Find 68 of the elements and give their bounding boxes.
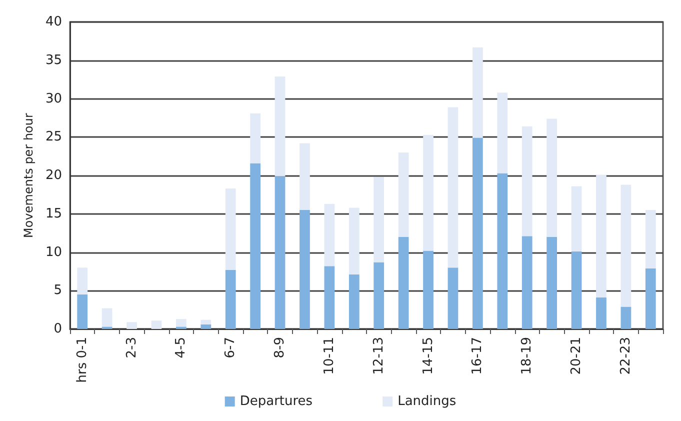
bar xyxy=(645,210,656,268)
bar xyxy=(200,320,212,324)
bar xyxy=(151,320,162,329)
bar xyxy=(620,184,632,307)
bar xyxy=(324,266,335,329)
x-tick-label: 10-11 xyxy=(322,337,337,375)
bar xyxy=(300,143,310,210)
bar xyxy=(522,126,532,236)
bar xyxy=(423,134,434,251)
bar xyxy=(398,152,409,237)
bar xyxy=(546,236,557,329)
bar xyxy=(596,298,606,329)
y-tick-label: 25 xyxy=(45,130,62,145)
y-tick-label: 15 xyxy=(45,206,62,222)
legend-label: Landings xyxy=(398,394,456,409)
bar xyxy=(423,250,434,329)
x-tick-label: 22-23 xyxy=(618,337,634,375)
x-tick-label: 2-3 xyxy=(124,337,140,358)
bar xyxy=(274,76,286,176)
x-tick-label: 20-21 xyxy=(569,337,584,375)
y-tick-label: 5 xyxy=(54,283,62,298)
bar xyxy=(374,177,384,262)
x-tick-label: 14-15 xyxy=(420,337,436,375)
bar xyxy=(250,113,260,164)
bar xyxy=(348,208,360,275)
bar xyxy=(645,268,656,329)
legend-label: Departures xyxy=(240,394,313,409)
x-tick-label: 6-7 xyxy=(223,337,238,358)
y-tick-label: 40 xyxy=(45,14,62,30)
bar xyxy=(448,107,458,268)
bar xyxy=(77,268,88,294)
y-tick-label: 30 xyxy=(45,91,62,106)
bar xyxy=(102,308,112,327)
bar xyxy=(497,173,508,329)
y-tick-label: 0 xyxy=(54,322,62,336)
bar xyxy=(472,138,483,329)
bar xyxy=(522,236,532,329)
x-tick-label: hrs 0-1 xyxy=(74,337,90,383)
bar xyxy=(571,251,582,329)
bar xyxy=(620,306,632,329)
bar xyxy=(472,47,483,138)
y-axis-title: Movements per hour xyxy=(22,113,36,238)
bar xyxy=(448,268,458,329)
bar xyxy=(176,319,186,327)
x-tick-label: 12-13 xyxy=(371,337,386,375)
bar xyxy=(398,236,409,329)
bar xyxy=(200,324,212,329)
y-tick-label: 10 xyxy=(45,244,62,260)
x-tick-label: 18-19 xyxy=(520,337,535,375)
x-tick-label: 16-17 xyxy=(470,337,486,375)
bar xyxy=(596,174,606,298)
bar xyxy=(374,262,384,329)
bar xyxy=(497,92,508,174)
bar xyxy=(126,322,137,329)
x-tick-label: 8-9 xyxy=(272,337,288,358)
bar xyxy=(274,176,286,329)
bar xyxy=(225,188,236,270)
bar xyxy=(546,118,557,237)
y-tick-label: 35 xyxy=(45,52,62,68)
y-tick-label: 20 xyxy=(45,168,62,183)
bar xyxy=(324,204,335,266)
bar xyxy=(300,210,310,329)
x-tick-label: 4-5 xyxy=(174,337,189,358)
bar xyxy=(348,274,360,329)
bar xyxy=(225,270,236,329)
bar xyxy=(77,294,88,329)
bar xyxy=(571,186,582,252)
bar xyxy=(250,163,260,329)
